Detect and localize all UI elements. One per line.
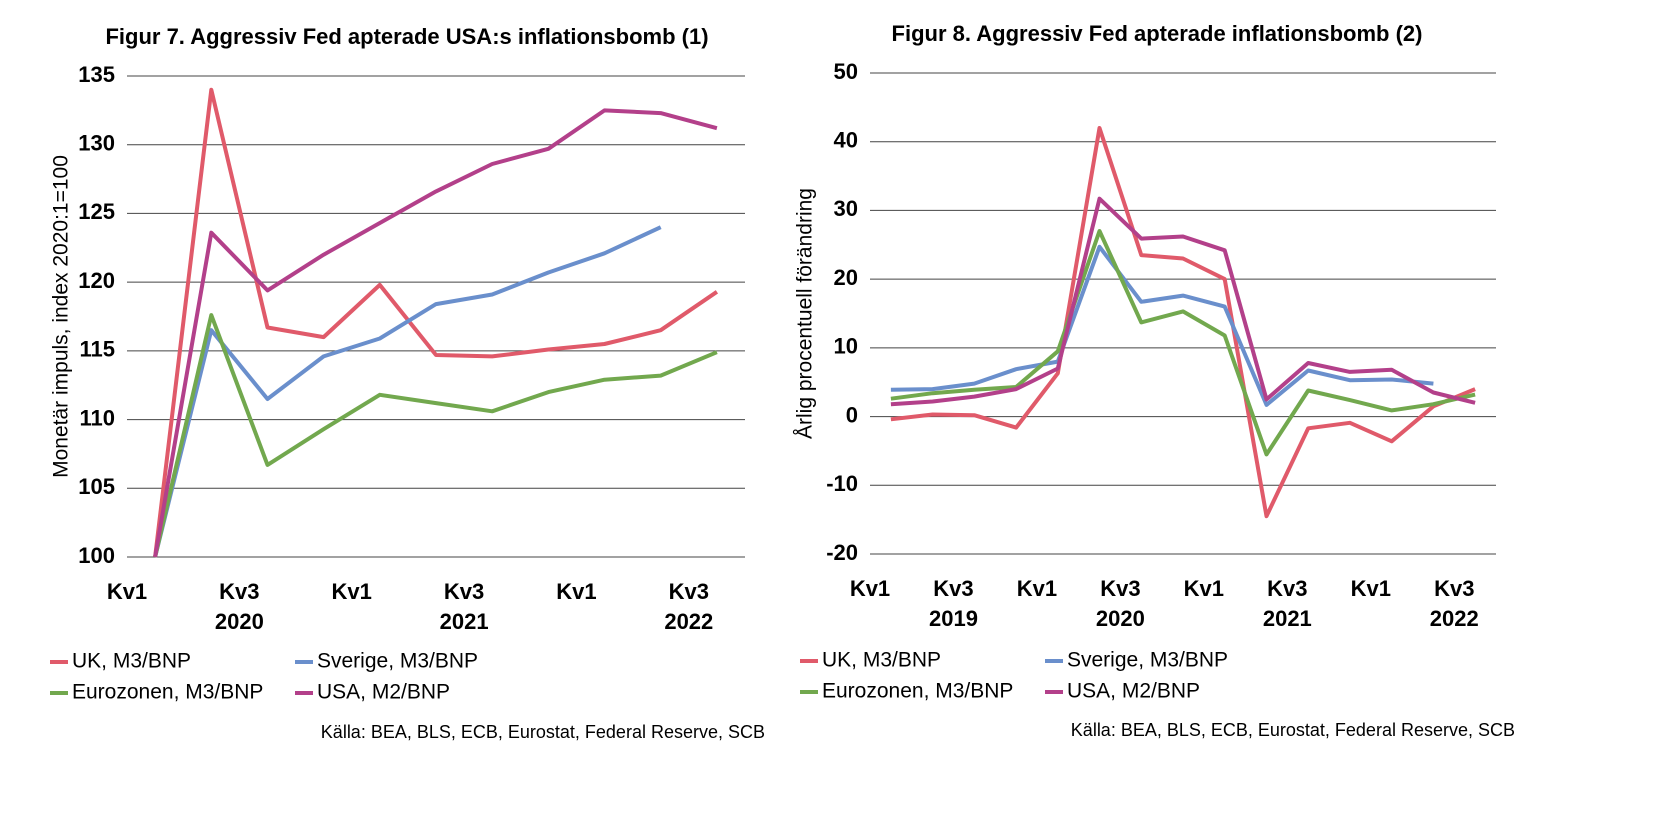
legend-label: Sverige, M3/BNP bbox=[317, 650, 478, 673]
y-tick-label: 110 bbox=[80, 405, 116, 430]
y-tick-label: 105 bbox=[78, 474, 115, 499]
x-group-label: 2021 bbox=[1263, 606, 1312, 631]
y-tick-label: 125 bbox=[78, 199, 115, 224]
x-tick-label: Kv1 bbox=[107, 579, 147, 604]
y-tick-label: 40 bbox=[834, 128, 858, 153]
y-axis-label: Årlig procentuell förändring bbox=[794, 188, 817, 439]
chart: Figur 8. Aggressiv Fed apterade inflatio… bbox=[794, 21, 1515, 740]
series-line bbox=[890, 126, 1476, 519]
x-group-label: 2020 bbox=[1096, 606, 1145, 631]
x-tick-label: Kv1 bbox=[850, 576, 890, 601]
x-tick-label: Kv3 bbox=[1434, 576, 1474, 601]
chart-title: Figur 7. Aggressiv Fed apterade USA:s in… bbox=[105, 24, 708, 49]
x-tick-label: Kv3 bbox=[933, 576, 973, 601]
x-tick-label: Kv1 bbox=[332, 579, 372, 604]
x-group-label: 2020 bbox=[215, 609, 264, 634]
x-tick-label: Kv3 bbox=[1100, 576, 1140, 601]
legend-label: USA, M2/BNP bbox=[317, 681, 450, 704]
x-group-label: 2022 bbox=[664, 609, 713, 634]
source-note: Källa: BEA, BLS, ECB, Eurostat, Federal … bbox=[321, 722, 765, 742]
x-tick-label: Kv3 bbox=[669, 579, 709, 604]
x-tick-label: Kv1 bbox=[1184, 576, 1224, 601]
x-group-label: 2021 bbox=[440, 609, 489, 634]
x-tick-label: Kv1 bbox=[1017, 576, 1057, 601]
y-tick-label: 115 bbox=[80, 337, 116, 362]
y-tick-label: -20 bbox=[826, 540, 858, 565]
y-tick-label: 30 bbox=[834, 196, 858, 221]
source-note: Källa: BEA, BLS, ECB, Eurostat, Federal … bbox=[1071, 720, 1515, 740]
y-axis-label: Monetär impuls, index 2020:1=100 bbox=[50, 155, 73, 478]
y-tick-label: 0 bbox=[846, 402, 858, 427]
x-group-label: 2019 bbox=[929, 606, 978, 631]
legend-label: Eurozonen, M3/BNP bbox=[822, 680, 1013, 703]
series-line bbox=[153, 108, 718, 558]
legend-label: Sverige, M3/BNP bbox=[1067, 649, 1228, 672]
series-line bbox=[890, 229, 1476, 457]
series-line bbox=[153, 313, 718, 558]
y-tick-label: 20 bbox=[834, 265, 858, 290]
legend-label: Eurozonen, M3/BNP bbox=[72, 681, 263, 704]
x-tick-label: Kv3 bbox=[1267, 576, 1307, 601]
legend-label: UK, M3/BNP bbox=[72, 650, 191, 673]
x-group-label: 2022 bbox=[1430, 606, 1479, 631]
y-tick-label: 120 bbox=[78, 268, 115, 293]
y-tick-label: 130 bbox=[78, 131, 115, 156]
legend-label: USA, M2/BNP bbox=[1067, 680, 1200, 703]
x-tick-label: Kv1 bbox=[556, 579, 596, 604]
legend-label: UK, M3/BNP bbox=[822, 649, 941, 672]
x-tick-label: Kv3 bbox=[444, 579, 484, 604]
chart: Figur 7. Aggressiv Fed apterade USA:s in… bbox=[50, 24, 765, 742]
y-tick-label: 50 bbox=[834, 59, 858, 84]
series-line bbox=[153, 225, 662, 558]
y-tick-label: 100 bbox=[78, 543, 115, 568]
x-tick-label: Kv1 bbox=[1351, 576, 1391, 601]
chart-title: Figur 8. Aggressiv Fed apterade inflatio… bbox=[892, 21, 1423, 46]
y-tick-label: -10 bbox=[826, 471, 858, 496]
series-line bbox=[890, 244, 1434, 407]
series-line bbox=[890, 196, 1476, 407]
y-tick-label: 10 bbox=[834, 334, 858, 359]
x-tick-label: Kv3 bbox=[219, 579, 259, 604]
series-line bbox=[153, 87, 719, 558]
y-tick-label: 135 bbox=[78, 62, 115, 87]
